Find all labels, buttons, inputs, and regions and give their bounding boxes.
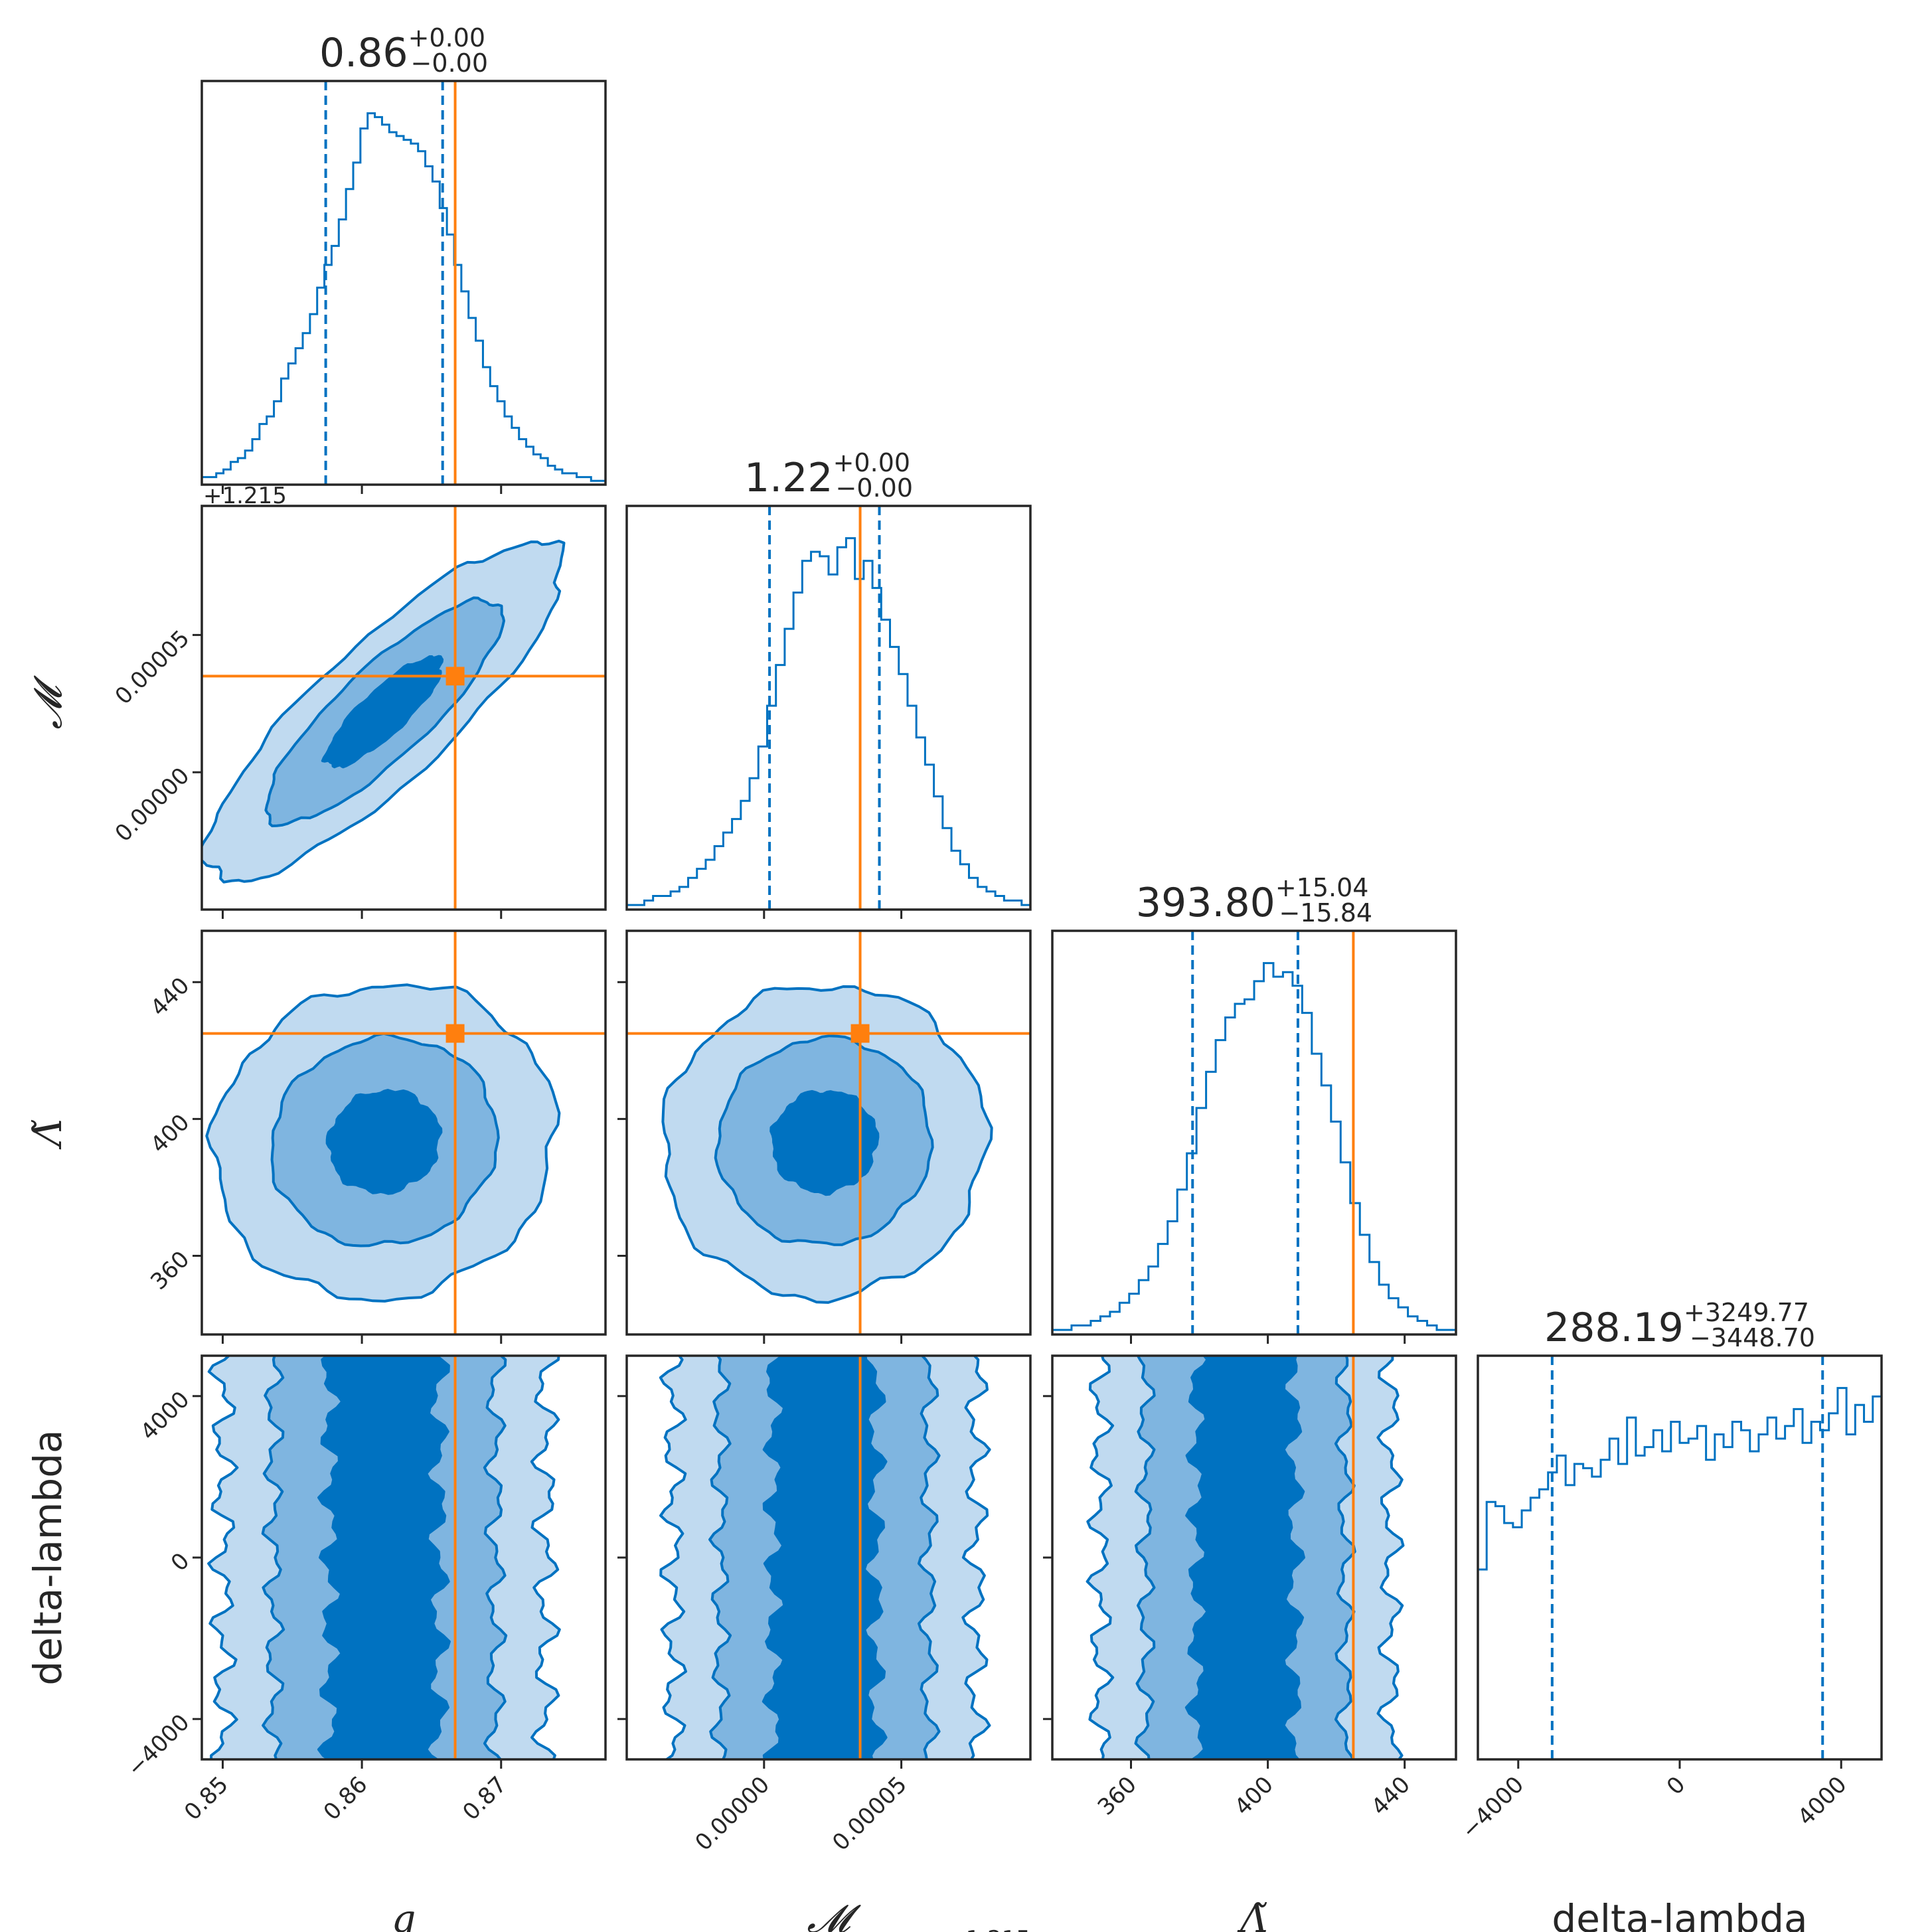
x-tick-label-lt: 360 (1093, 1771, 1142, 1820)
contour-panel-dl-vs-lt (1086, 1356, 1405, 1759)
x-offset-label-mc: +1.215 (947, 1926, 1030, 1932)
axes-frame-dl-dl (1477, 1354, 1883, 1761)
histogram-dl: 288.19+3249.77 −3448.70 (1478, 1298, 1882, 1759)
panel-title-lt: 393.80+15.04 −15.84 (1136, 873, 1372, 927)
x-tick-label-mc: 0.00005 (827, 1771, 912, 1856)
y-axis-label-mc: 𝓜 (25, 675, 70, 729)
contour-panel-lt-vs-mc (627, 931, 1030, 1334)
x-tick-label-lt: 440 (1366, 1771, 1415, 1820)
axes-frame-lt-lt (1051, 929, 1457, 1336)
x-axis-label-q: q (391, 1896, 416, 1932)
truth-marker (445, 667, 465, 686)
x-axis-label-mc: 𝓜 (807, 1896, 862, 1932)
y-tick-label-mc: 0.00000 (110, 762, 195, 847)
y-tick-label-dl: 4000 (135, 1386, 195, 1445)
y-tick-label-dl: −4000 (122, 1709, 195, 1782)
contour-panel-dl-vs-q (207, 1356, 561, 1759)
x-axis-label-lt: Λ̃ (1237, 1896, 1268, 1932)
contour-panel-mc-vs-q (202, 506, 605, 910)
x-axis-label-dl: delta-lambda (1552, 1896, 1807, 1932)
contour-level-99pct (1184, 1356, 1305, 1759)
x-tick-label-q: 0.86 (319, 1771, 373, 1826)
x-tick-label-lt: 400 (1230, 1771, 1279, 1820)
contour-level-99pct (762, 1356, 888, 1759)
y-tick-label-lt: 400 (145, 1109, 195, 1159)
truth-marker (445, 1024, 465, 1043)
x-tick-label-q: 0.87 (457, 1771, 512, 1826)
contour-level-99pct (321, 655, 444, 769)
y-tick-label-dl: 0 (166, 1548, 195, 1577)
panel-title-mc: 1.22+0.00 −0.00 (744, 448, 913, 503)
histogram-step-q (202, 112, 605, 482)
contour-panel-dl-vs-mc (659, 1356, 991, 1759)
y-tick-label-mc: 0.00005 (110, 625, 195, 710)
x-tick-label-dl: 4000 (1793, 1771, 1852, 1830)
panel-title-q: 0.86+0.00 −0.00 (319, 23, 488, 78)
axes-frame-mc-mc (625, 505, 1032, 911)
contour-level-99pct (769, 1089, 880, 1196)
y-offset-label-mc: +1.215 (203, 483, 287, 509)
histogram-step-dl (1478, 1387, 1882, 1571)
contour-panel-lt-vs-q (202, 931, 605, 1334)
x-tick-label-mc: 0.00000 (690, 1771, 775, 1856)
y-tick-label-lt: 440 (145, 972, 195, 1021)
truth-marker (850, 1024, 870, 1043)
y-tick-label-lt: 360 (145, 1246, 195, 1295)
histogram-step-lt (1052, 962, 1456, 1331)
histogram-step-mc (627, 537, 1030, 906)
x-tick-label-dl: −4000 (1457, 1771, 1530, 1844)
contour-level-99pct (325, 1089, 443, 1195)
x-tick-label-q: 0.85 (179, 1771, 234, 1826)
histogram-q: 0.86+0.00 −0.00 (202, 23, 605, 485)
y-axis-label-dl: delta-lambda (25, 1429, 70, 1685)
y-axis-label-lt: Λ̃ (25, 1119, 70, 1150)
panel-title-dl: 288.19+3249.77 −3448.70 (1544, 1298, 1815, 1352)
axes-frame-lt-q (201, 929, 607, 1336)
axes-frame-q-q (201, 80, 607, 486)
histogram-mc: 1.22+0.00 −0.00 (627, 448, 1030, 910)
histogram-lt: 393.80+15.04 −15.84 (1052, 873, 1456, 1334)
x-tick-label-dl: 0 (1662, 1771, 1691, 1801)
axes-frame-mc-q (201, 505, 607, 911)
contour-level-99pct (317, 1356, 451, 1759)
axes-frame-lt-mc (625, 929, 1032, 1336)
